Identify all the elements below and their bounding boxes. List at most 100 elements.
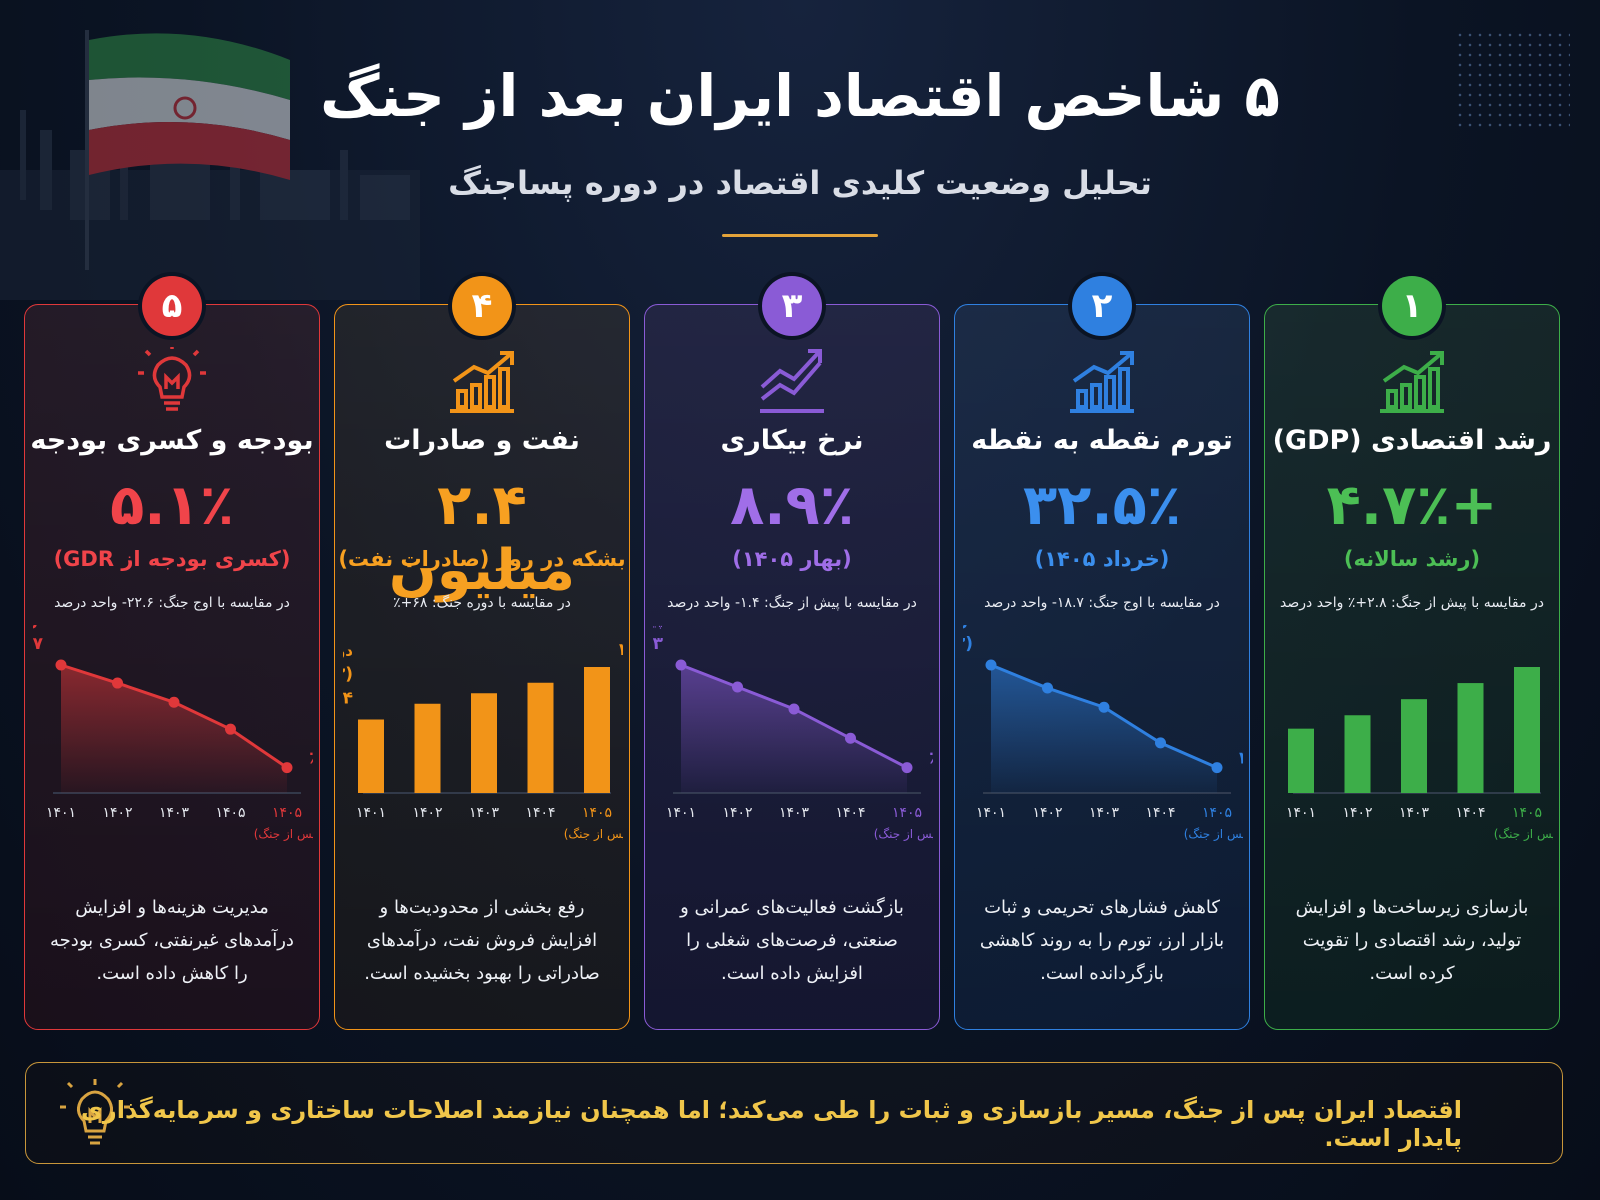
x-tick-label: ۱۴۰۱ — [46, 805, 76, 821]
x-tick-label: ۱۴۰۵ — [582, 805, 612, 821]
chart-annotation: ٪۵.۱ — [309, 749, 313, 769]
indicator-card-budget: ۵ بودجه و کسری بودجه ۵.۱٪ (کسری بودجه از… — [24, 276, 320, 1030]
chart-point — [1211, 762, 1223, 774]
x-tick-label: ۱۴۰۲ — [102, 805, 132, 821]
chart-point — [281, 762, 293, 774]
card-description: بازگشت فعالیت‌های عمرانی و صنعتی، فرصت‌ه… — [680, 897, 904, 984]
chart: ۱۴۰۱ ۱۴۰۲ ۱۴۰۳ ۱۴۰۵ ۱۴۰۵ (پس از جنگ) اوج جنگ ۷.… — [33, 625, 313, 842]
card-description: کاهش فشارهای تحریمی و ثبات بازار ارز، تو… — [979, 897, 1225, 984]
chart-point — [1042, 682, 1053, 694]
chart-annotation: پیش از جنگ — [653, 625, 663, 630]
flag-industrial-background — [0, 30, 420, 300]
x-tick-label: ۱۴۰۱ — [666, 805, 696, 821]
lightbulb-icon — [60, 1079, 130, 1145]
chart-annotation: ۷.۷۷ — [33, 634, 44, 654]
card-title: رشد اقتصادی (GDP) — [1272, 425, 1552, 456]
card-number-badge: ۲ — [1072, 276, 1132, 336]
card-subvalue: بشکه در روز (صادرات نفت) — [338, 547, 626, 571]
indicator-card-inflation: ۲ تورم نقطه به نقطه ۳۲.۵٪ (خرداد ۱۴۰۵) د… — [954, 276, 1250, 1030]
x-tick-label: ۱۴۰۴ — [525, 805, 555, 821]
chart-bar — [1457, 683, 1484, 793]
chart-bar — [414, 703, 441, 793]
chart-bar — [1514, 667, 1540, 793]
card-subvalue: (کسری بودجه از GDR) — [53, 547, 291, 571]
chart-point — [732, 681, 743, 693]
chart: ۱۴۰۱ ۱۴۰۲ ۱۴۰۳ ۱۴۰۴ ۱۴۰۵ (پس از جنگ) دوره جنگ (… — [343, 640, 623, 842]
bar-chart-growth-icon — [1070, 351, 1134, 413]
chart-annotation: اوج جنگ — [963, 625, 973, 629]
chart-annotation: اوج جنگ — [33, 625, 43, 629]
card-description: بازسازی زیرساخت‌ها و افزایش تولید، رشد ا… — [1295, 897, 1529, 984]
chart: ۱۴۰۱ ۱۴۰۲ ۱۴۰۳ ۱۴۰۴ ۱۴۰۵ (پس از جنگ) — [1286, 667, 1553, 842]
card-value: ۳۲.۵٪ — [1023, 473, 1181, 538]
indicator-card-gdp: ۱ رشد اقتصادی (GDP) +۴.۷٪ (رشد سالانه) د… — [1264, 276, 1560, 1030]
bar-chart-growth-icon — [450, 351, 514, 413]
x-tick-label: ۱۴۰۳ — [159, 805, 190, 821]
card-subvalue: (رشد سالانه) — [1343, 547, 1481, 571]
x-tick-label: ۱۴۰۴ — [1455, 805, 1485, 821]
chart: ۱۴۰۱ ۱۴۰۲ ۱۴۰۳ ۱۴۰۴ ۱۴۰۵ (پس از جنگ) اوج جنگ (۱… — [963, 625, 1243, 842]
card-title: نرخ بیکاری — [720, 425, 864, 456]
x-tick-label: ۱۴۰۱ — [356, 805, 386, 821]
x-tick-note: (پس از جنگ) — [254, 827, 313, 842]
card-value: +۴.۷٪ — [1326, 473, 1498, 538]
chart-bar — [358, 719, 384, 793]
chart-point — [55, 659, 67, 671]
x-tick-label: ۱۴۰۵ — [892, 805, 922, 821]
chart-bar — [471, 693, 497, 793]
chart-point — [985, 659, 997, 671]
chart-point — [1155, 737, 1166, 749]
card-title: تورم نقطه به نقطه — [971, 425, 1233, 456]
conclusion-text: اقتصاد ایران پس از جنگ، مسیر بازسازی و ث… — [80, 1096, 1462, 1152]
conclusion-banner: اقتصاد ایران پس از جنگ، مسیر بازسازی و ث… — [25, 1062, 1563, 1164]
x-tick-label: ۱۴۰۱ — [1286, 805, 1316, 821]
chart-bar — [1344, 715, 1371, 793]
card-comparison: در مقایسه با اوج جنگ: ۱۸.۷- واحد درصد — [984, 595, 1220, 611]
x-tick-label: ۱۴۰۳ — [1089, 805, 1120, 821]
chart-point — [845, 732, 856, 744]
x-tick-label: ۱۴۰۵ — [272, 805, 302, 821]
chart-bar — [584, 667, 610, 793]
indicator-card-unemployment: ۳ نرخ بیکاری ۸.۹٪ (بهار ۱۴۰۵) در مقایسه … — [644, 276, 940, 1030]
x-tick-note: (پس از جنگ) — [874, 827, 933, 842]
x-tick-note: (پس از جنگ) — [1494, 827, 1553, 842]
bar-chart-growth-icon — [1380, 351, 1444, 413]
card-comparison: در مقایسه با اوج جنگ: ۲۲.۶- واحد درصد — [54, 595, 290, 611]
chart-annotation: دوره جنگ — [343, 642, 353, 660]
page-subtitle: تحلیل وضعیت کلیدی اقتصاد در دوره پساجنگ — [448, 164, 1152, 202]
card-title: نفت و صادرات — [384, 425, 580, 456]
card-number-badge: ۴ — [452, 276, 512, 336]
chart-bar — [1288, 728, 1314, 793]
lightbulb-icon — [138, 347, 206, 411]
chart-annotation: ۳۲.۵ — [1239, 749, 1243, 769]
card-number-badge: ۱ — [1382, 276, 1442, 336]
chart-point — [1098, 701, 1110, 713]
chart-point — [225, 723, 236, 735]
chart-area — [681, 665, 907, 793]
chart-point — [168, 696, 180, 708]
chart-bar — [527, 682, 554, 793]
card-title: بودجه و کسری بودجه — [30, 425, 314, 456]
chart-annotation: ۱۰.۳ — [653, 634, 664, 654]
card-description: رفع بخشی از محدودیت‌ها و افزایش فروش نفت… — [364, 897, 600, 984]
card-description: مدیریت هزینه‌ها و افزایش درآمدهای غیرنفت… — [50, 897, 294, 984]
card-comparison: در مقایسه با پیش از جنگ: ۲.۸+٪ واحد درصد — [1280, 595, 1544, 611]
card-comparison: در مقایسه با دوره جنگ: ۶۸+٪ — [393, 595, 571, 611]
x-tick-label: ۱۴۰۴ — [835, 805, 865, 821]
x-tick-label: ۱۴۰۲ — [1032, 805, 1062, 821]
x-tick-label: ۱۴۰۲ — [412, 805, 442, 821]
chart-annotation: ٪.٪ — [929, 749, 933, 769]
page-title: ۵ شاخص اقتصاد ایران بعد از جنگ — [320, 62, 1280, 130]
chart-point — [112, 677, 123, 689]
x-tick-label: ۱۴۰۳ — [1399, 805, 1430, 821]
line-chart-growth-icon — [760, 349, 824, 413]
x-tick-note: (پس از جنگ) — [564, 827, 623, 842]
chart-point — [788, 703, 800, 715]
chart-annotation: ۲.۴ — [619, 640, 623, 660]
x-tick-note: (پس از جنگ) — [1184, 827, 1243, 842]
chart-annotation: ۱.۴ — [343, 689, 353, 709]
card-value: ۵.۱٪ — [110, 473, 234, 538]
card-number-badge: ۵ — [142, 276, 202, 336]
chart: ۱۴۰۱ ۱۴۰۲ ۱۴۰۳ ۱۴۰۴ ۱۴۰۵ (پس از جنگ) پیش از جن… — [653, 625, 933, 842]
x-tick-label: ۱۴۰۵ — [215, 805, 245, 821]
